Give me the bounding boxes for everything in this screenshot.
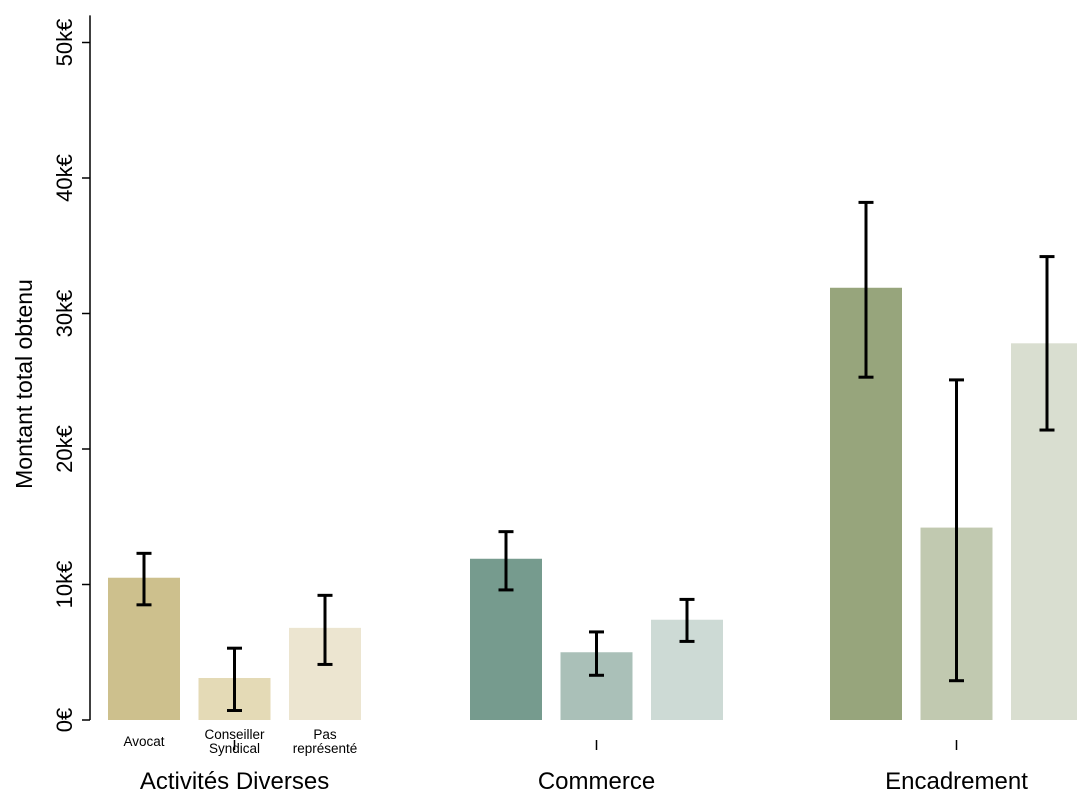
y-tick-label: 50k€ xyxy=(52,19,77,67)
y-tick-label: 0€ xyxy=(52,708,77,732)
bar xyxy=(1011,343,1077,720)
y-tick-label: 30k€ xyxy=(52,290,77,338)
group-label: Encadrement xyxy=(885,768,1028,794)
y-tick-label: 40k€ xyxy=(52,154,77,202)
y-tick-label: 20k€ xyxy=(52,425,77,473)
bar-label: Avocat xyxy=(123,734,164,749)
bar-label: Pas représenté xyxy=(293,727,358,756)
y-axis-label: Montant total obtenu xyxy=(11,279,37,489)
group-label: Commerce xyxy=(538,768,655,794)
group-label: Activités Diverses xyxy=(140,768,329,794)
y-tick-label: 10k€ xyxy=(52,561,77,609)
